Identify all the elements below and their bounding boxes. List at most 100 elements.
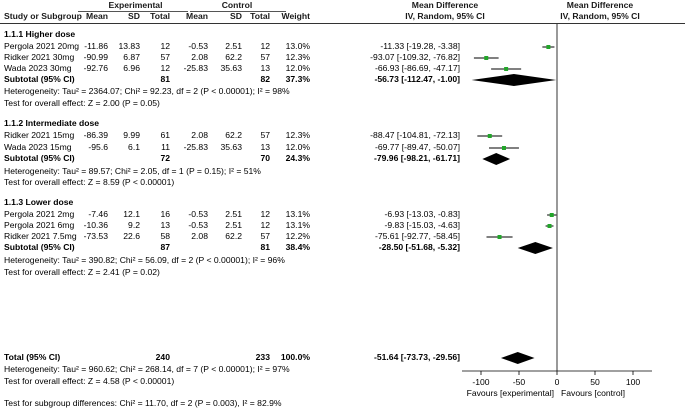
ctrl-sd: 2.51 [225,220,242,230]
md-ci-text: -56.73 [-112.47, -1.00] [374,74,460,84]
ctrl-sd: 35.63 [220,142,242,152]
ctrl-mean: 2.08 [191,52,208,62]
exp-total: 72 [160,153,170,163]
effect-point [504,67,509,71]
ctrl-mean: -25.83 [183,63,208,73]
effect-point [547,224,552,228]
md-ci-text: -28.50 [-51.68, -5.32] [378,242,460,252]
x-tick-label: 100 [626,377,641,387]
col-c-total: Total [250,11,270,21]
x-tick-label: 50 [590,377,600,387]
weight: 12.0% [285,142,310,152]
subtotal-label: Subtotal (95% CI) [4,153,75,163]
exp-sd: 9.2 [128,220,140,230]
ctrl-total: 13 [260,142,270,152]
md-ci-text: -93.07 [-109.32, -76.82] [370,52,460,62]
effect-point [546,45,551,49]
study-name: Pergola 2021 20mg [4,41,80,51]
overall-effect-text: Test for overall effect: Z = 2.41 (P = 0… [4,267,160,277]
ctrl-total: 233 [255,352,270,362]
weight: 12.3% [285,52,310,62]
exp-sd: 22.6 [123,231,140,241]
ctrl-sd: 62.2 [225,52,242,62]
ctrl-total: 57 [260,231,270,241]
overall-effect-text: Test for overall effect: Z = 2.00 (P = 0… [4,98,160,108]
summary-diamond [500,352,535,364]
md-header-left: Mean Difference [411,0,479,10]
total-label: Total (95% CI) [4,352,61,362]
exp-total: 12 [160,41,170,51]
exp-total: 81 [160,74,170,84]
exp-total: 13 [160,220,170,230]
heterogeneity-text: Heterogeneity: Tau² = 2364.07; Chi² = 92… [4,86,290,96]
favours-control-label: Favours [control] [561,388,625,398]
weight: 12.2% [285,231,310,241]
experimental-group-header: Experimental [108,0,163,10]
header-rule [0,23,685,24]
exp-sd: 12.1 [123,209,140,219]
exp-total: 87 [160,242,170,252]
md-subheader-left: IV, Random, 95% CI [405,11,485,21]
ctrl-sd: 62.2 [225,130,242,140]
ctrl-mean: -0.53 [188,220,208,230]
md-ci-text: -11.33 [-19.28, -3.38] [380,41,460,51]
total-overall-effect-text: Test for overall effect: Z = 4.58 (P < 0… [4,376,175,386]
md-ci-text: -9.83 [-15.03, -4.63] [384,220,460,230]
study-name: Pergola 2021 6mg [4,220,75,230]
x-tick-label: -100 [472,377,489,387]
md-ci-text: -51.64 [-73.73, -29.56] [374,352,460,362]
subgroup-title: 1.1.3 Lower dose [4,197,74,207]
exp-sd: 6.1 [128,142,140,152]
summary-diamond [482,153,511,165]
md-ci-text: -66.93 [-86.69, -47.17] [374,63,460,73]
col-c-mean: Mean [186,11,208,21]
exp-total: 58 [160,231,170,241]
weight: 38.4% [285,242,310,252]
ctrl-mean: 2.08 [191,231,208,241]
exp-mean: -11.86 [84,41,108,51]
exp-total: 12 [160,63,170,73]
exp-total: 61 [160,130,170,140]
study-name: Ridker 2021 30mg [4,52,75,62]
x-tick-label: -50 [513,377,526,387]
weight: 13.1% [285,220,310,230]
exp-mean: -73.53 [83,231,108,241]
md-ci-text: -6.93 [-13.03, -0.83] [384,209,460,219]
ctrl-total: 82 [260,74,270,84]
subgroup-differences-text: Test for subgroup differences: Chi² = 11… [4,398,282,408]
ctrl-total: 70 [260,153,270,163]
weight: 13.0% [285,41,310,51]
ctrl-total: 81 [260,242,270,252]
ctrl-sd: 2.51 [225,41,242,51]
col-study: Study or Subgroup [4,11,82,21]
col-e-total: Total [150,11,170,21]
ctrl-total: 13 [260,63,270,73]
col-e-mean: Mean [86,11,108,21]
exp-total: 16 [160,209,170,219]
ctrl-total: 12 [260,41,270,51]
subtotal-label: Subtotal (95% CI) [4,74,75,84]
study-name: Wada 2023 30mg [4,63,72,73]
md-ci-text: -69.77 [-89.47, -50.07] [374,142,460,152]
exp-mean: -92.76 [83,63,108,73]
md-subheader-right: IV, Random, 95% CI [560,11,640,21]
exp-sd: 6.96 [123,63,140,73]
weight: 12.3% [285,130,310,140]
study-name: Wada 2023 15mg [4,142,72,152]
md-header-right: Mean Difference [566,0,634,10]
subgroup-title: 1.1.2 Intermediate dose [4,118,100,128]
weight: 100.0% [280,352,310,362]
control-group-header: Control [221,0,253,10]
exp-sd: 9.99 [123,130,140,140]
ctrl-mean: -0.53 [188,209,208,219]
experimental-underline [78,11,188,12]
overall-effect-text: Test for overall effect: Z = 8.59 (P < 0… [4,177,175,187]
study-name: Ridker 2021 15mg [4,130,75,140]
ctrl-total: 12 [260,209,270,219]
exp-mean: -86.39 [83,130,108,140]
exp-total: 11 [161,142,170,152]
effect-point [487,134,492,138]
heterogeneity-text: Heterogeneity: Tau² = 89.57; Chi² = 2.05… [4,166,261,176]
exp-sd: 13.83 [118,41,140,51]
